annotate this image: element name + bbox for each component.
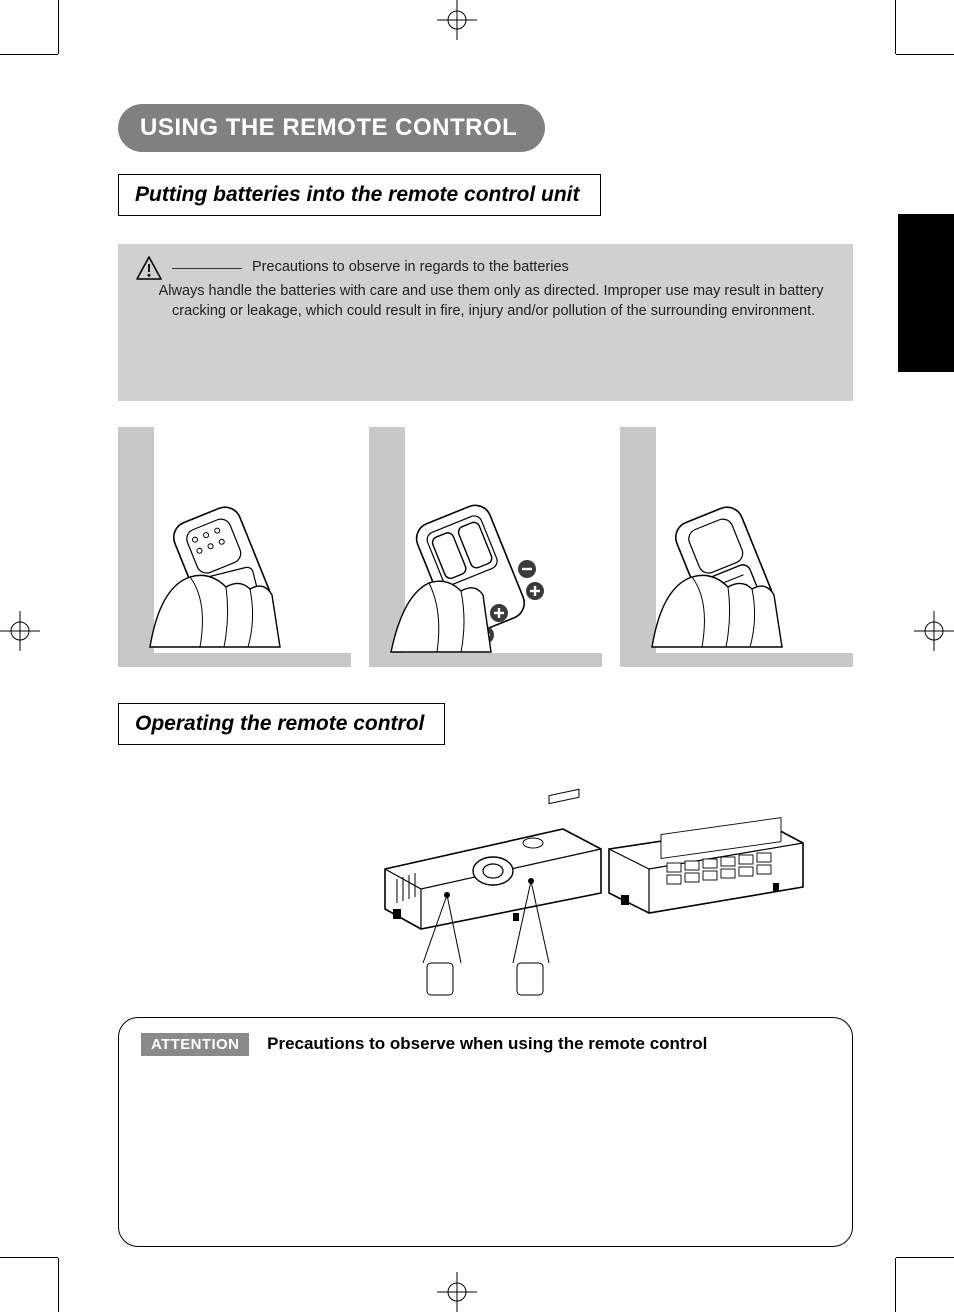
crop-mark [895,1258,896,1312]
registration-mark-icon [437,0,477,40]
crop-mark [58,1258,59,1312]
page-title: USING THE REMOTE CONTROL [118,104,545,152]
subheading-batteries: Putting batteries into the remote contro… [118,174,601,216]
step-2-insert-batteries [369,427,602,667]
projector-figure [118,763,853,1003]
page-content: USING THE REMOTE CONTROL Putting batteri… [118,104,853,1247]
step-3-close-cover [620,427,853,667]
crop-mark [58,0,59,54]
subheading-text: Putting batteries into the remote contro… [135,183,580,206]
crop-mark [0,1257,58,1258]
caution-panel: Precautions to observe in regards to the… [118,244,853,401]
caution-lead: Precautions to observe in regards to the… [252,258,569,278]
manual-page: USING THE REMOTE CONTROL Putting batteri… [0,0,954,1312]
remote-open-illustration [130,487,340,657]
battery-steps [118,427,853,667]
step-1-open-cover [118,427,351,667]
remote-batteries-illustration [381,487,591,657]
warning-icon [136,256,162,280]
section-tab [898,214,954,372]
remote-close-illustration [632,487,842,657]
projector-illustration [373,763,813,1003]
crop-mark [895,0,896,54]
crop-mark [0,54,58,55]
attention-label: ATTENTION [141,1033,249,1056]
registration-mark-icon [0,611,40,651]
crop-mark [896,1257,954,1258]
caution-body: Always handle the batteries with care an… [159,283,824,319]
subheading-text: Operating the remote control [135,712,424,735]
attention-panel: ATTENTION Precautions to observe when us… [118,1017,853,1247]
attention-heading: Precautions to observe when using the re… [267,1034,707,1053]
registration-mark-icon [437,1272,477,1312]
registration-mark-icon [914,611,954,651]
subheading-operating: Operating the remote control [118,703,445,745]
crop-mark [896,54,954,55]
